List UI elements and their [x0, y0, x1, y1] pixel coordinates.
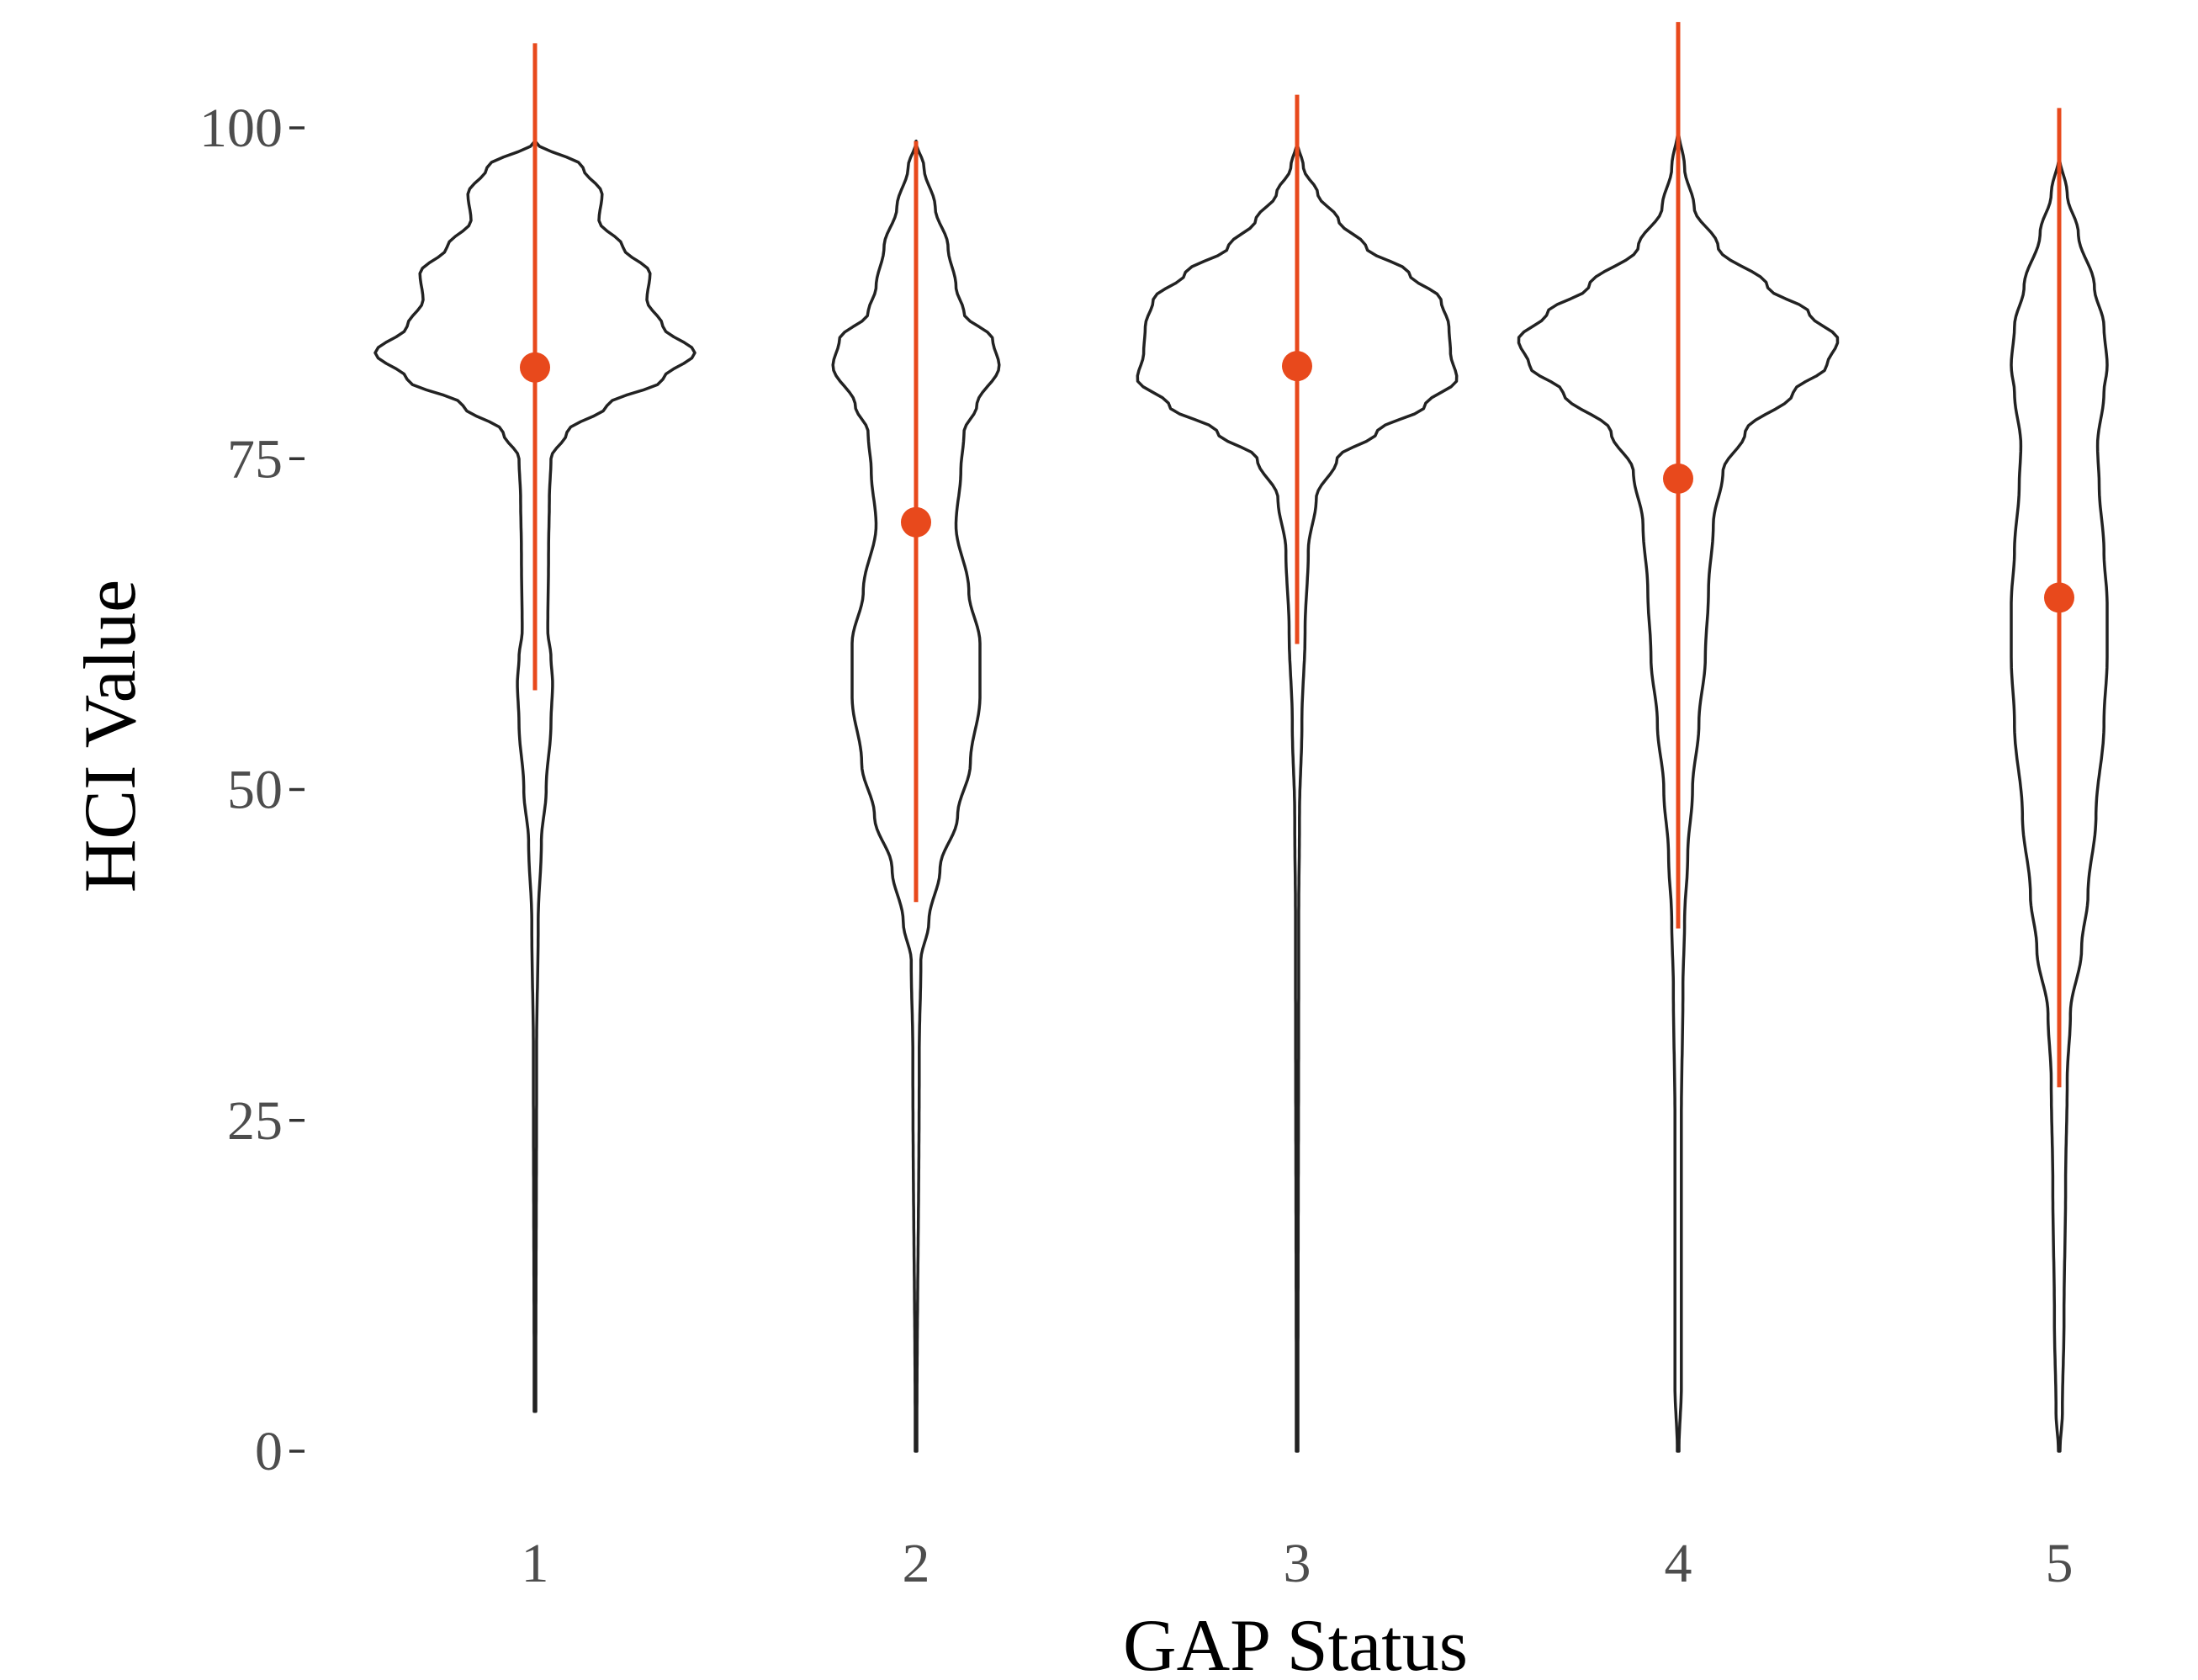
- summary-mean-point-4: [1663, 463, 1693, 494]
- y-axis-title: HCI Value: [70, 580, 151, 893]
- y-tick-label: 100: [199, 98, 283, 159]
- x-axis-title: GAP Status: [1123, 1605, 1468, 1680]
- summary-mean-point-3: [1282, 351, 1312, 382]
- x-axis: 1 2 3 4 5: [522, 1533, 2074, 1594]
- x-tick-label: 1: [522, 1533, 549, 1594]
- violins: [373, 22, 2109, 1453]
- x-tick-label: 4: [1665, 1533, 1692, 1594]
- y-tick-label: 75: [227, 428, 283, 490]
- x-tick-label: 3: [1284, 1533, 1311, 1594]
- summary-mean-point-2: [901, 506, 931, 538]
- summary-mean-point-5: [2044, 582, 2074, 613]
- y-tick-label: 50: [227, 760, 283, 821]
- violin-1: [373, 139, 696, 1413]
- y-axis: 0 25 50 75 100: [199, 98, 305, 1482]
- x-tick-label: 5: [2046, 1533, 2074, 1594]
- y-tick-label: 0: [255, 1421, 283, 1482]
- summary-mean-point-1: [520, 352, 550, 383]
- x-tick-label: 2: [903, 1533, 930, 1594]
- y-tick-label: 25: [227, 1090, 283, 1152]
